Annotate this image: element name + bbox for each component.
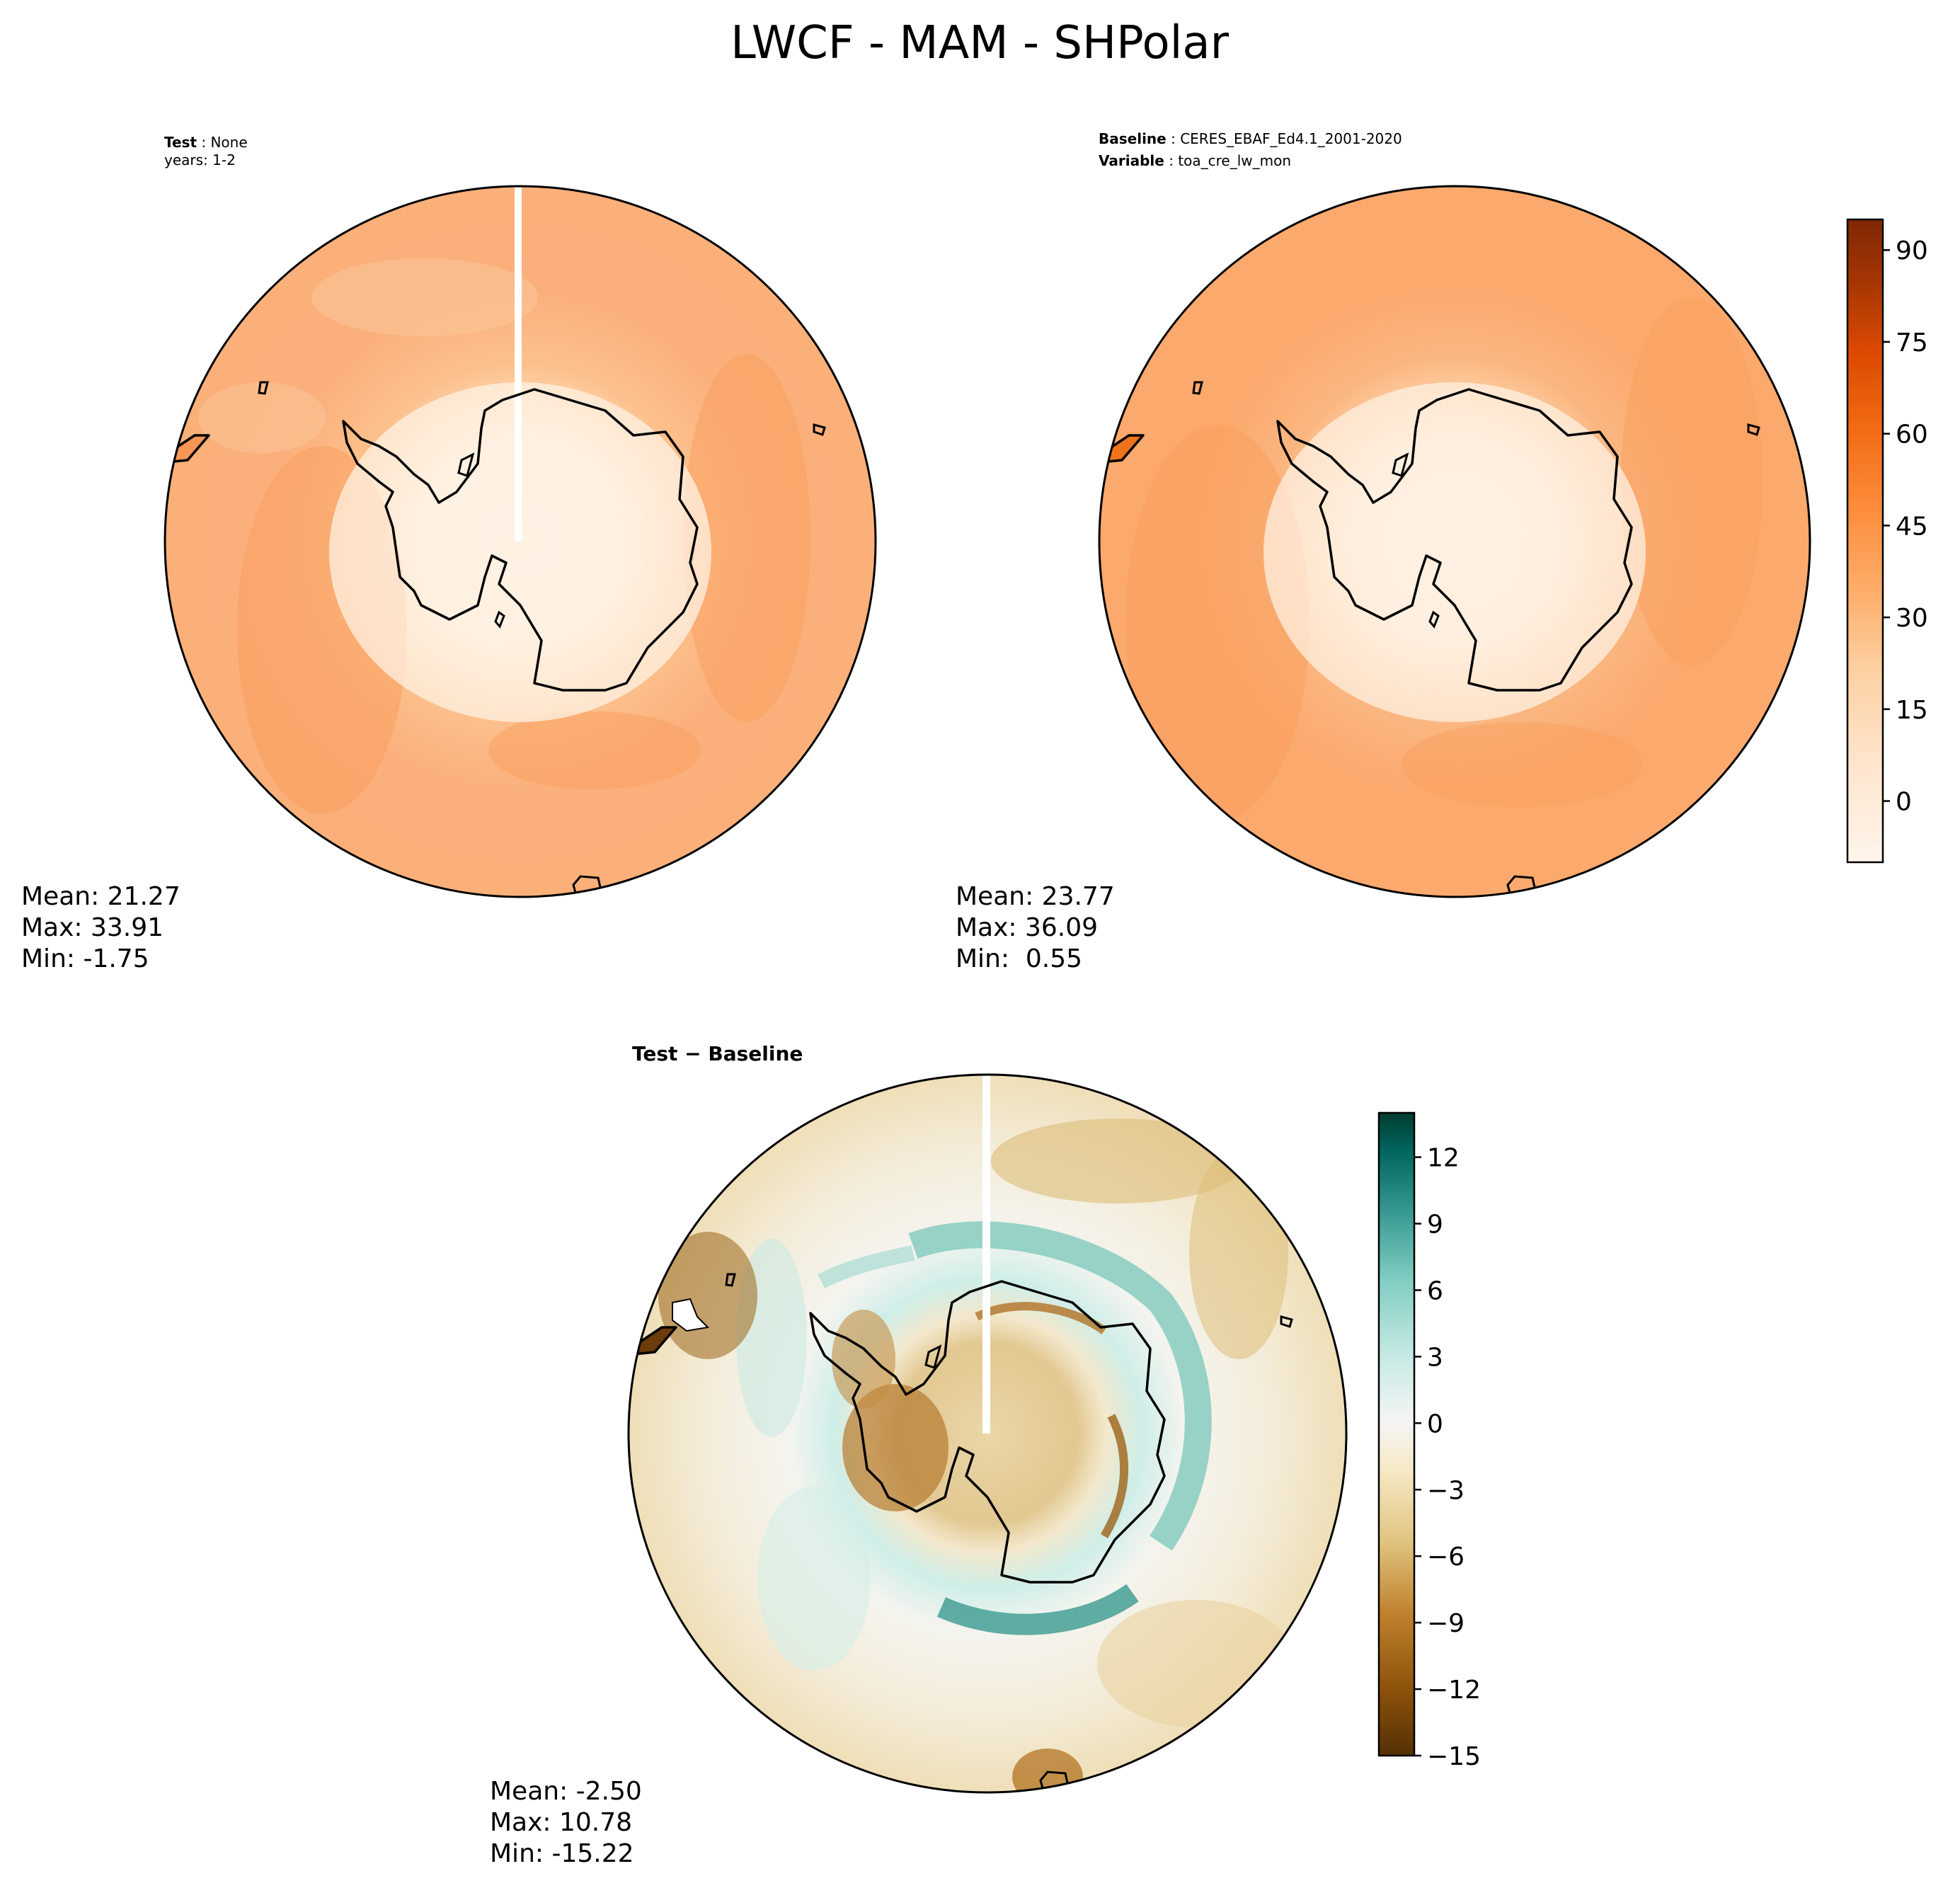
colorbar-baseline-fill — [1846, 218, 1884, 864]
panel-test: Test : None years: 1-2 Mean: 21.27 Max: … — [21, 134, 877, 973]
panel-test-mean: Mean: 21.27 — [21, 882, 180, 911]
panel-test-max: Max: 33.91 — [21, 913, 164, 942]
panel-baseline-header-value: CERES_EBAF_Ed4.1_2001-2020 — [1180, 130, 1402, 147]
colorbar-baseline-tick-label: 75 — [1896, 328, 1928, 357]
colorbar-difference-fill — [1377, 1111, 1416, 1757]
panel-difference-mean: Mean: -2.50 — [490, 1777, 642, 1806]
panel-test-header-value: None — [210, 134, 247, 151]
panel-test-header-1: Test : None — [164, 134, 248, 151]
panel-difference-min: Min: -15.22 — [490, 1839, 634, 1868]
panel-baseline-max: Max: 36.09 — [956, 913, 1098, 942]
colorbar-difference-tick-label: 3 — [1427, 1343, 1443, 1372]
colorbar-difference-tick-label: 12 — [1427, 1144, 1460, 1173]
map-difference-boundary — [627, 1073, 1348, 1794]
colorbar-baseline-tick-label: 0 — [1896, 788, 1912, 817]
colorbar-baseline-tick-label: 15 — [1896, 696, 1928, 725]
colorbar-baseline-tick-label: 30 — [1896, 604, 1928, 633]
panel-baseline-header-1: Baseline : CERES_EBAF_Ed4.1_2001-2020 — [1099, 130, 1402, 147]
colorbar-baseline-ticks: 0 15 30 45 60 75 90 — [1883, 236, 1928, 817]
colorbar-difference-tick-label: 0 — [1427, 1409, 1443, 1438]
colorbar-baseline-tick-label: 90 — [1896, 236, 1928, 265]
map-difference — [629, 1075, 1346, 1792]
map-test-boundary — [164, 185, 877, 898]
colorbar-difference-tick-label: −15 — [1427, 1742, 1481, 1771]
panel-baseline-variable-value: toa_cre_lw_mon — [1178, 152, 1291, 169]
colorbar-difference-ticks: −15 −12 −9 −6 −3 0 3 6 9 12 — [1414, 1144, 1481, 1771]
colorbar-difference-tick-label: −12 — [1427, 1676, 1481, 1705]
panel-baseline-min: Min: 0.55 — [956, 944, 1082, 973]
map-baseline — [1099, 186, 1810, 897]
panel-difference-title: Test − Baseline — [632, 1042, 803, 1065]
panel-test-min: Min: -1.75 — [21, 944, 149, 973]
colorbar-baseline-tick-label: 60 — [1896, 420, 1928, 450]
panel-test-header-key: Test — [164, 134, 197, 151]
panel-test-header-2: years: 1-2 — [164, 151, 236, 168]
panel-baseline: Baseline : CERES_EBAF_Ed4.1_2001-2020 Va… — [956, 130, 1928, 973]
colorbar-difference-tick-label: 6 — [1427, 1276, 1443, 1305]
colorbar-difference-tick-label: −9 — [1427, 1609, 1465, 1638]
colorbar-difference-tick-label: 9 — [1427, 1211, 1443, 1240]
panel-baseline-variable-key: Variable — [1099, 152, 1164, 169]
panel-baseline-mean: Mean: 23.77 — [956, 882, 1115, 911]
panel-baseline-header-key: Baseline — [1099, 130, 1167, 147]
colorbar-baseline: 0 15 30 45 60 75 90 — [1846, 218, 1928, 864]
map-baseline-boundary — [1098, 185, 1811, 898]
colorbar-difference-tick-label: −6 — [1427, 1543, 1465, 1572]
panel-baseline-header-2: Variable : toa_cre_lw_mon — [1099, 152, 1291, 169]
colorbar-difference: −15 −12 −9 −6 −3 0 3 6 9 12 — [1377, 1111, 1481, 1771]
map-test — [165, 186, 876, 897]
panel-difference-max: Max: 10.78 — [490, 1808, 632, 1837]
figure-title: LWCF - MAM - SHPolar — [730, 17, 1230, 69]
colorbar-difference-tick-label: −3 — [1427, 1476, 1465, 1505]
colorbar-baseline-tick-label: 45 — [1896, 512, 1928, 541]
panel-difference: Test − Baseline — [490, 1042, 1481, 1868]
